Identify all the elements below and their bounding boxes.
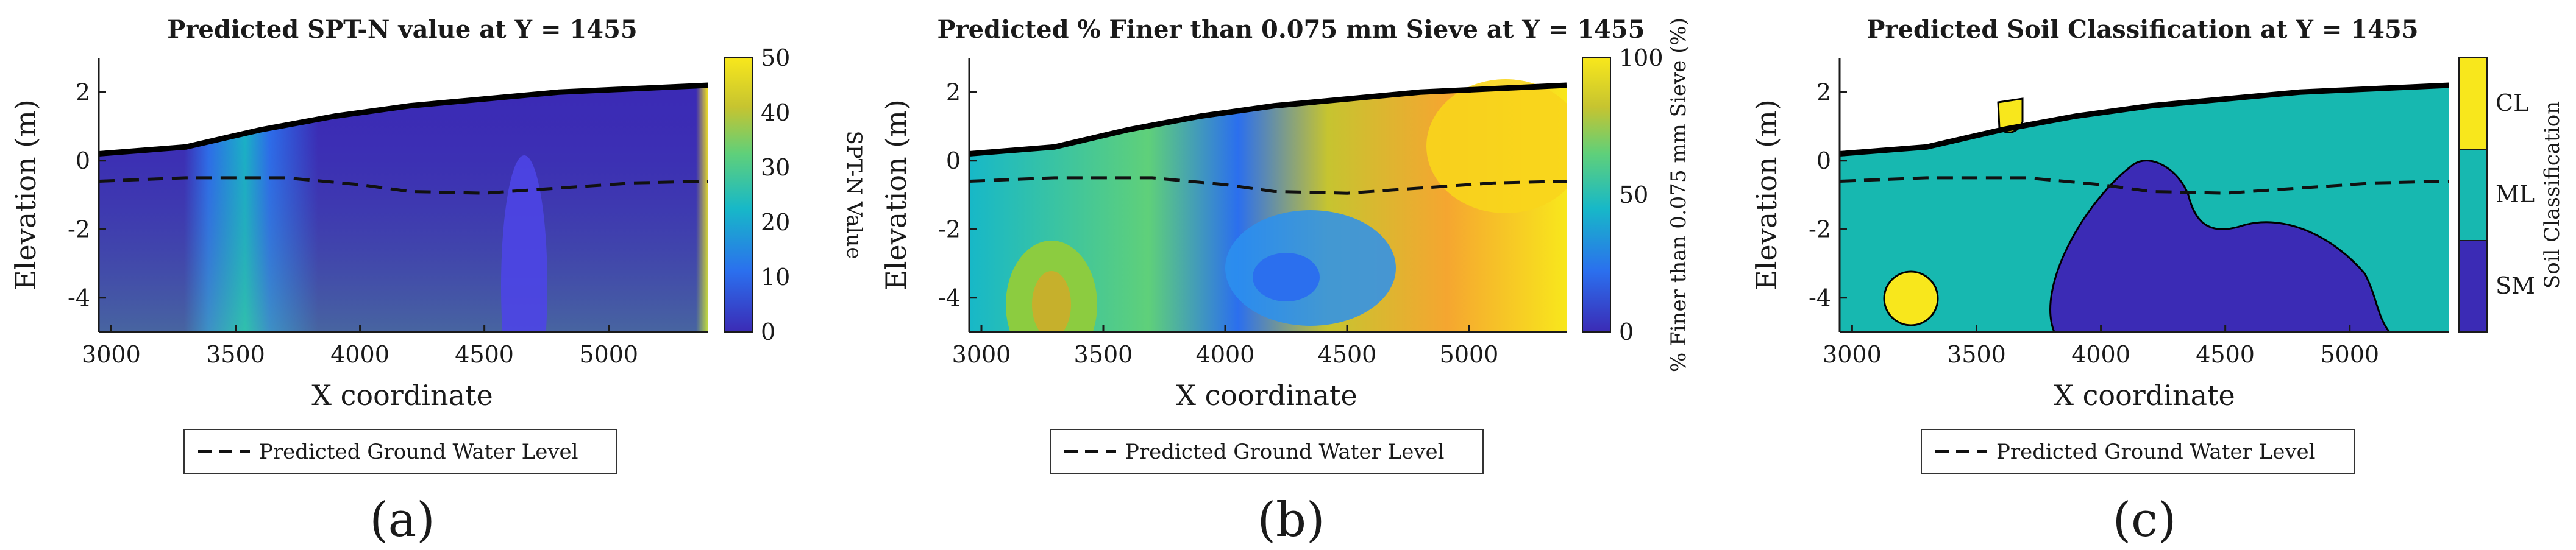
y-tick-label: 2 xyxy=(946,79,961,105)
panel-b-water-level xyxy=(969,176,1567,195)
colorbar-tick-label: 10 xyxy=(761,264,790,291)
x-tick-label: 3000 xyxy=(82,341,141,368)
panel-c: Predicted Soil Classification at Y = 145… xyxy=(1750,15,2564,548)
panel-a-legend: Predicted Ground Water Level xyxy=(183,429,617,474)
y-tick-label: 0 xyxy=(946,147,961,174)
panel-c-cl-zone-lower xyxy=(1883,270,1939,326)
panel-c-legend: Predicted Ground Water Level xyxy=(1921,429,2355,474)
panel-c-ylabel: Elevation (m) xyxy=(1750,99,1783,291)
panel-a-ylabel: Elevation (m) xyxy=(9,99,42,291)
panel-c-ticks: 3000 3500 4000 4500 5000 2 0 -2 -4 xyxy=(1809,79,2379,368)
y-tick-label: 0 xyxy=(76,147,90,174)
x-tick-label: 3500 xyxy=(1947,341,2006,368)
colorbar-tick-label: 30 xyxy=(761,154,790,181)
x-tick-label: 5000 xyxy=(579,341,638,368)
panel-c-title: Predicted Soil Classification at Y = 145… xyxy=(1866,15,2418,44)
x-tick-label: 4000 xyxy=(1196,341,1255,368)
panel-b-ground-surface xyxy=(969,82,1567,157)
colorbar-tick-label: 50 xyxy=(1619,182,1648,208)
x-tick-label: 4000 xyxy=(330,341,390,368)
panel-b-ylabel: Elevation (m) xyxy=(880,99,913,291)
panel-c-sm-zone xyxy=(2049,160,2391,332)
panel-c-xlabel: X coordinate xyxy=(2054,379,2235,412)
x-tick-label: 3000 xyxy=(1823,341,1882,368)
panel-c-colorbar-label: Soil Classification xyxy=(2540,101,2564,289)
panel-b-legend-box xyxy=(1050,429,1484,474)
panel-c-colorbar-label-sm: SM xyxy=(2496,272,2535,299)
panel-b-legend-text: Predicted Ground Water Level xyxy=(1125,440,1445,464)
panel-b-zone-left-core xyxy=(1032,271,1071,332)
panel-b-zone-low-core xyxy=(1253,253,1320,301)
x-tick-label: 5000 xyxy=(2320,341,2379,368)
panel-a-sublabel: (a) xyxy=(369,493,435,548)
y-tick-label: -2 xyxy=(938,216,961,242)
panel-c-colorbar-label-ml: ML xyxy=(2496,181,2535,208)
panel-a-title: Predicted SPT-N value at Y = 1455 xyxy=(167,15,638,44)
panel-a-colorbar-ticks: 50 40 30 20 10 0 xyxy=(761,44,790,345)
panel-a-lens xyxy=(501,155,547,332)
x-tick-label: 4500 xyxy=(455,341,514,368)
panel-c-legend-text: Predicted Ground Water Level xyxy=(1996,440,2316,464)
panel-b-xlabel: X coordinate xyxy=(1176,379,1357,412)
y-tick-label: -4 xyxy=(1809,284,1831,311)
panel-b-colorbar xyxy=(1582,57,1611,333)
panel-a-ticks: 3000 3500 4000 4500 5000 2 0 -2 -4 xyxy=(68,79,638,368)
panel-b: Predicted % Finer than 0.075 mm Sieve at… xyxy=(880,15,1691,548)
panel-c-legend-box xyxy=(1921,429,2355,474)
y-tick-label: 0 xyxy=(1816,147,1831,174)
y-tick-label: 2 xyxy=(1816,79,1831,105)
y-tick-label: -4 xyxy=(68,284,90,311)
panel-b-colorbar-ticks: 100 50 0 xyxy=(1619,44,1663,345)
colorbar-tick-label: 0 xyxy=(1619,319,1634,345)
panel-b-fines-field xyxy=(969,85,1567,332)
panel-a-ground-surface xyxy=(99,82,708,157)
panel-b-zone-high xyxy=(1426,79,1567,213)
panel-a: Predicted SPT-N value at Y = 1455 3000 35… xyxy=(9,15,866,548)
x-tick-label: 4500 xyxy=(2196,341,2255,368)
panel-c-sublabel: (c) xyxy=(2113,493,2177,548)
panel-b-colorbar-label: % Finer than 0.075 mm Sieve (%) xyxy=(1667,18,1691,372)
panel-c-colorbar-sm xyxy=(2458,240,2488,333)
y-tick-label: 2 xyxy=(76,79,90,105)
x-tick-label: 5000 xyxy=(1440,341,1499,368)
panel-a-xlabel: X coordinate xyxy=(311,379,493,412)
panel-b-legend: Predicted Ground Water Level xyxy=(1050,429,1484,474)
x-tick-label: 3000 xyxy=(952,341,1011,368)
panel-a-colorbar xyxy=(724,57,753,333)
x-tick-label: 3500 xyxy=(1074,341,1133,368)
colorbar-tick-label: 0 xyxy=(761,319,775,345)
panel-a-legend-text: Predicted Ground Water Level xyxy=(259,440,578,464)
colorbar-tick-label: 40 xyxy=(761,99,790,126)
colorbar-tick-label: 20 xyxy=(761,209,790,236)
x-tick-label: 4500 xyxy=(1318,341,1377,368)
panel-c-colorbar-cl xyxy=(2458,57,2488,150)
panel-b-sublabel: (b) xyxy=(1258,493,1325,548)
panel-a-colorbar-label: SPT-N Value xyxy=(842,130,866,259)
y-tick-label: -2 xyxy=(1809,216,1831,242)
y-tick-label: -4 xyxy=(938,284,961,311)
colorbar-tick-label: 50 xyxy=(761,44,790,71)
panel-c-ground-surface xyxy=(1840,82,2449,157)
panel-a-legend-box xyxy=(183,429,617,474)
x-tick-label: 4000 xyxy=(2071,341,2130,368)
panel-c-colorbar-ml xyxy=(2458,149,2488,241)
panel-c-colorbar: CL ML SM xyxy=(2458,57,2535,333)
x-tick-label: 3500 xyxy=(206,341,265,368)
panel-c-colorbar-label-cl: CL xyxy=(2496,90,2528,116)
colorbar-tick-label: 100 xyxy=(1619,44,1663,71)
panel-a-spt-field-shade xyxy=(99,85,708,332)
panel-b-ticks: 3000 3500 4000 4500 5000 2 0 -2 -4 xyxy=(938,79,1498,368)
panel-b-title: Predicted % Finer than 0.075 mm Sieve at… xyxy=(938,15,1645,44)
y-tick-label: -2 xyxy=(68,216,90,242)
